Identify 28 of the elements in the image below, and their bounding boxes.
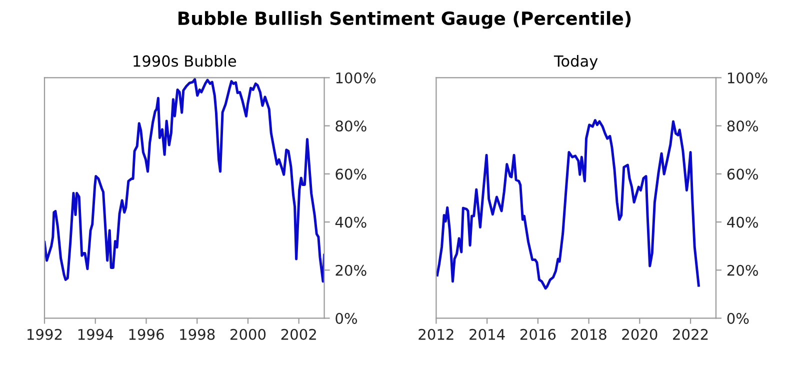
x-tick-label: 1998: [180, 328, 215, 340]
y-tick-label: 60%: [336, 168, 366, 180]
y-tick-label: 100%: [336, 72, 376, 84]
x-tick-label: 2000: [230, 328, 266, 340]
x-tick-label: 2014: [470, 328, 505, 340]
y-tick-label: 60%: [727, 168, 758, 180]
y-tick-label: 100%: [728, 72, 768, 84]
y-tick-label: 20%: [336, 264, 366, 276]
x-tick-label: 2002: [281, 328, 316, 340]
x-tick-label: 2022: [673, 328, 708, 340]
y-tick-label: 0%: [336, 312, 358, 324]
x-tick-label: 2018: [571, 328, 606, 340]
y-tick-label: 80%: [727, 120, 758, 132]
x-tick-label: 2016: [520, 328, 556, 340]
y-tick-label: 80%: [336, 120, 366, 132]
chart-subtitle: Today: [554, 54, 598, 70]
y-tick-label: 0%: [727, 312, 749, 324]
x-tick-label: 2020: [622, 328, 658, 340]
x-tick-label: 1996: [129, 328, 164, 340]
y-tick-label: 40%: [727, 216, 758, 228]
y-tick-label: 20%: [727, 264, 758, 276]
line-series: [436, 119, 700, 290]
y-tick-label: 40%: [335, 216, 366, 228]
x-tick-label: 1994: [78, 328, 114, 340]
chart-subtitle: 1990s Bubble: [134, 54, 236, 67]
text: Bubble Bullish Sentiment Gauge (Percentile): [178, 11, 631, 29]
x-tick-label: 2012: [418, 328, 454, 340]
x-tick-label: 1992: [28, 328, 62, 340]
